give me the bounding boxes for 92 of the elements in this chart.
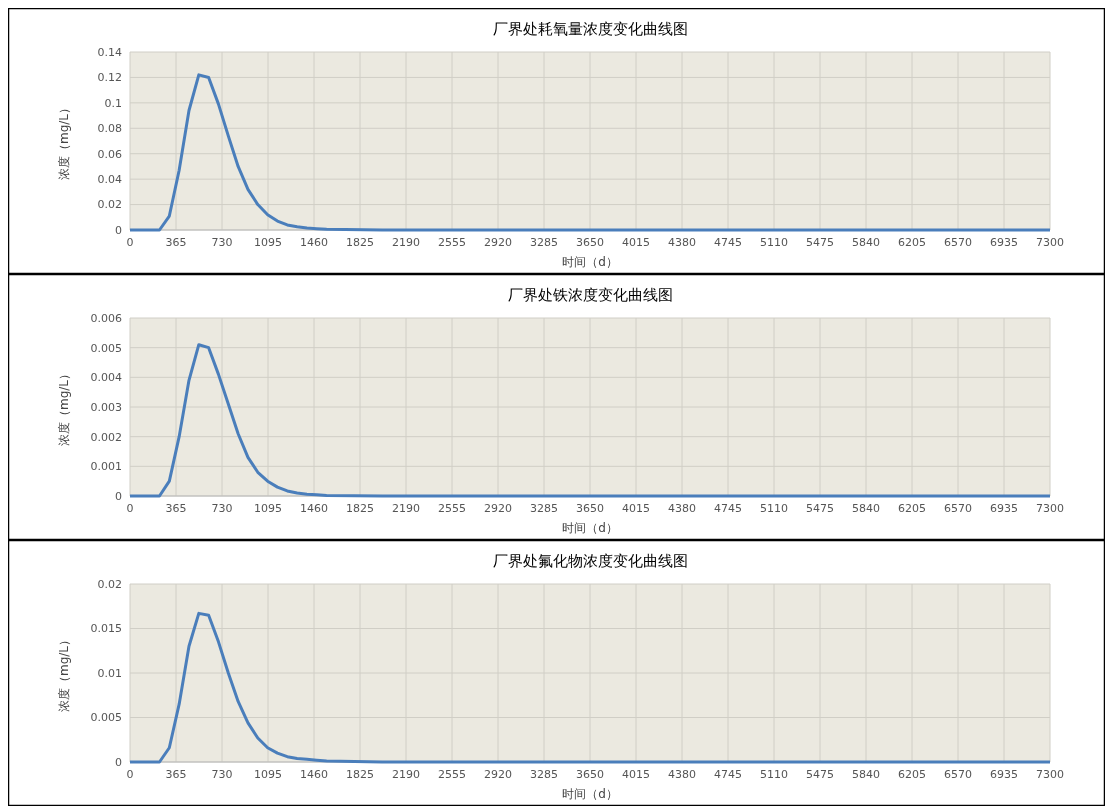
y-tick-label: 0.1 bbox=[104, 96, 122, 110]
y-tick-label: 0.004 bbox=[90, 371, 122, 385]
x-tick-label: 4015 bbox=[622, 768, 650, 781]
x-tick-label: 365 bbox=[165, 502, 187, 515]
x-tick-label: 4380 bbox=[668, 502, 696, 515]
x-tick-label: 2920 bbox=[484, 236, 512, 249]
x-tick-label: 6935 bbox=[990, 236, 1018, 249]
x-axis-title: 时间（d） bbox=[562, 787, 618, 801]
x-tick-label: 5475 bbox=[806, 502, 834, 515]
y-tick-label: 0.002 bbox=[90, 430, 122, 444]
y-tick-label: 0.04 bbox=[97, 172, 122, 186]
x-tick-label: 0 bbox=[126, 236, 134, 249]
x-tick-label: 4015 bbox=[622, 502, 650, 515]
x-tick-label: 5840 bbox=[852, 768, 880, 781]
x-tick-label: 1095 bbox=[254, 768, 282, 781]
x-tick-label: 730 bbox=[211, 236, 233, 249]
y-axis-title: 浓度（mg/L） bbox=[57, 101, 71, 181]
y-tick-label: 0.005 bbox=[90, 711, 122, 725]
x-tick-label: 6570 bbox=[944, 502, 972, 515]
x-tick-label: 1460 bbox=[300, 502, 328, 515]
x-tick-label: 6205 bbox=[898, 768, 926, 781]
x-tick-label: 6570 bbox=[944, 236, 972, 249]
x-tick-label: 2190 bbox=[392, 236, 420, 249]
x-tick-label: 2555 bbox=[438, 768, 466, 781]
y-tick-label: 0.14 bbox=[97, 45, 122, 59]
x-tick-label: 730 bbox=[211, 768, 233, 781]
x-tick-label: 7300 bbox=[1036, 768, 1064, 781]
y-axis-title: 浓度（mg/L） bbox=[57, 367, 71, 447]
x-tick-label: 1095 bbox=[254, 236, 282, 249]
x-tick-label: 2190 bbox=[392, 502, 420, 515]
chart-title: 厂界处氟化物浓度变化曲线图 bbox=[492, 552, 688, 570]
x-tick-label: 2190 bbox=[392, 768, 420, 781]
x-tick-label: 3285 bbox=[530, 768, 558, 781]
y-tick-label: 0.01 bbox=[97, 666, 122, 680]
x-axis-title: 时间（d） bbox=[562, 255, 618, 269]
y-tick-label: 0.02 bbox=[97, 577, 122, 591]
x-tick-label: 3285 bbox=[530, 236, 558, 249]
x-tick-label: 4380 bbox=[668, 768, 696, 781]
x-tick-label: 5840 bbox=[852, 502, 880, 515]
chart-title: 厂界处耗氧量浓度变化曲线图 bbox=[492, 20, 688, 38]
y-tick-label: 0 bbox=[115, 489, 122, 503]
y-tick-label: 0.02 bbox=[97, 198, 122, 212]
x-tick-label: 7300 bbox=[1036, 502, 1064, 515]
x-tick-label: 4380 bbox=[668, 236, 696, 249]
y-tick-label: 0.12 bbox=[97, 71, 122, 85]
x-tick-label: 7300 bbox=[1036, 236, 1064, 249]
x-tick-label: 5110 bbox=[760, 236, 788, 249]
x-tick-label: 1460 bbox=[300, 768, 328, 781]
x-tick-label: 5840 bbox=[852, 236, 880, 249]
x-tick-label: 5110 bbox=[760, 502, 788, 515]
x-tick-label: 3650 bbox=[576, 236, 604, 249]
x-tick-label: 3650 bbox=[576, 502, 604, 515]
x-tick-label: 5110 bbox=[760, 768, 788, 781]
y-tick-label: 0.08 bbox=[97, 122, 122, 136]
y-tick-label: 0.06 bbox=[97, 147, 122, 161]
x-tick-label: 4745 bbox=[714, 768, 742, 781]
x-tick-label: 2555 bbox=[438, 236, 466, 249]
y-tick-label: 0.003 bbox=[90, 400, 122, 414]
x-tick-label: 5475 bbox=[806, 236, 834, 249]
x-tick-label: 365 bbox=[165, 768, 187, 781]
x-tick-label: 2920 bbox=[484, 502, 512, 515]
x-tick-label: 365 bbox=[165, 236, 187, 249]
y-axis-title: 浓度（mg/L） bbox=[57, 633, 71, 713]
x-tick-label: 6935 bbox=[990, 502, 1018, 515]
y-tick-label: 0 bbox=[115, 755, 122, 769]
x-tick-label: 1460 bbox=[300, 236, 328, 249]
x-tick-label: 3650 bbox=[576, 768, 604, 781]
x-axis-title: 时间（d） bbox=[562, 521, 618, 535]
x-tick-label: 4745 bbox=[714, 502, 742, 515]
x-tick-label: 5475 bbox=[806, 768, 834, 781]
x-tick-label: 730 bbox=[211, 502, 233, 515]
x-tick-label: 4745 bbox=[714, 236, 742, 249]
x-tick-label: 2920 bbox=[484, 768, 512, 781]
x-tick-label: 6205 bbox=[898, 236, 926, 249]
x-tick-label: 0 bbox=[126, 502, 134, 515]
chart-title: 厂界处铁浓度变化曲线图 bbox=[507, 286, 673, 304]
x-tick-label: 6935 bbox=[990, 768, 1018, 781]
x-tick-label: 6205 bbox=[898, 502, 926, 515]
y-tick-label: 0 bbox=[115, 223, 122, 237]
x-tick-label: 3285 bbox=[530, 502, 558, 515]
x-tick-label: 1095 bbox=[254, 502, 282, 515]
y-tick-label: 0.015 bbox=[90, 622, 122, 636]
y-tick-label: 0.001 bbox=[90, 460, 122, 474]
x-tick-label: 1825 bbox=[346, 502, 374, 515]
x-tick-label: 1825 bbox=[346, 236, 374, 249]
x-tick-label: 2555 bbox=[438, 502, 466, 515]
x-tick-label: 1825 bbox=[346, 768, 374, 781]
x-tick-label: 0 bbox=[126, 768, 134, 781]
x-tick-label: 4015 bbox=[622, 236, 650, 249]
y-tick-label: 0.005 bbox=[90, 341, 122, 355]
x-tick-label: 6570 bbox=[944, 768, 972, 781]
y-tick-label: 0.006 bbox=[90, 311, 122, 325]
